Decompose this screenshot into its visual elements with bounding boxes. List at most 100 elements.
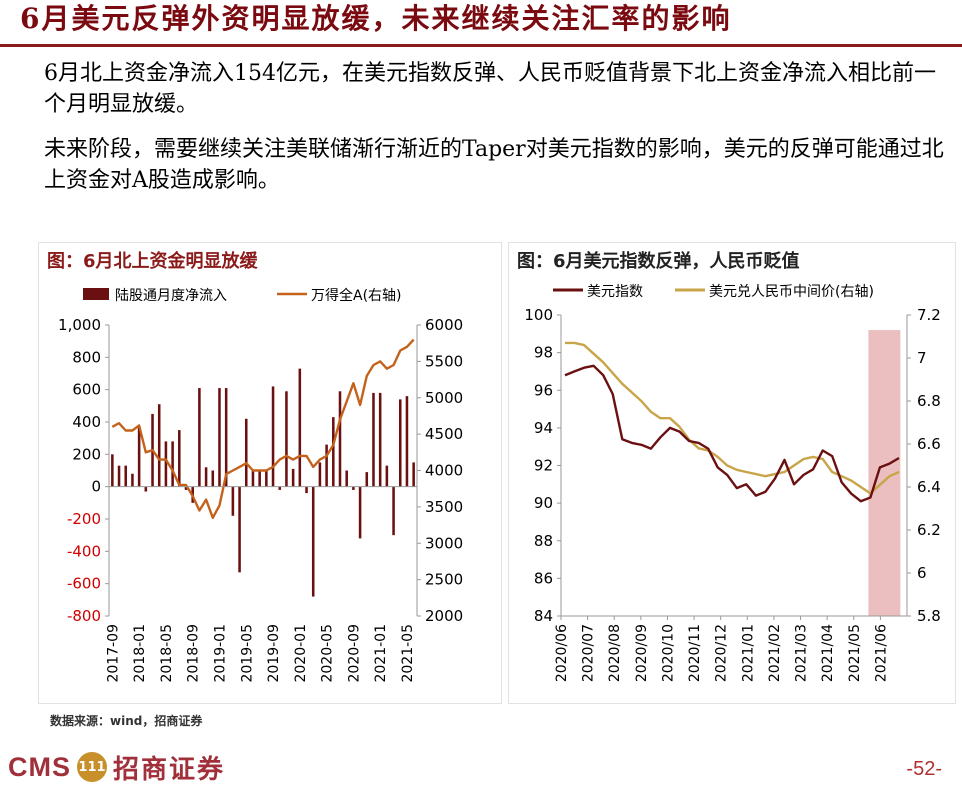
right-tick-label: 5500: [425, 352, 463, 370]
flow-bar: [231, 486, 235, 516]
flow-bar: [251, 470, 255, 487]
flow-bar: [372, 392, 375, 487]
x-tick-label: 2020-05: [320, 624, 336, 683]
flow-bar: [117, 465, 121, 487]
left-tick-label: 200: [72, 445, 101, 463]
left-tick-label: 88: [534, 532, 553, 550]
right-tick-label: 2500: [425, 571, 463, 589]
paragraph-outlook: 未来阶段，需要继续关注美联储渐行渐近的Taper对美元指数的影响，美元的反弹可能…: [44, 137, 944, 193]
x-tick-label: 2021/04: [820, 624, 836, 682]
left-tick-label: 92: [534, 457, 553, 475]
left-tick-label: 98: [534, 344, 553, 362]
flow-bar: [365, 472, 369, 487]
left-tick-label: 1,000: [58, 316, 101, 334]
flow-bar: [285, 391, 288, 487]
x-tick-label: 2021/01: [740, 624, 756, 682]
flow-bar: [218, 388, 221, 487]
flow-bar: [378, 392, 382, 487]
flow-bar: [204, 467, 208, 487]
x-tick-label: 2021/05: [847, 624, 863, 682]
x-tick-label: 2021-01: [373, 624, 389, 683]
x-tick-label: 2018-05: [159, 624, 175, 683]
legend-swatch-bar: [83, 288, 109, 300]
flow-bar: [224, 388, 228, 487]
right-tick-label: 5000: [425, 389, 463, 407]
flow-bar: [305, 486, 308, 494]
flow-bar: [238, 486, 241, 573]
x-tick-label: 2020-09: [346, 624, 362, 683]
right-tick-label: 6.2: [917, 521, 941, 539]
right-tick-label: 6: [917, 564, 927, 582]
left-tick-label: 600: [72, 381, 101, 399]
flow-bar: [178, 430, 181, 487]
flow-bar: [358, 486, 362, 539]
right-tick-label: 3500: [425, 498, 463, 516]
x-tick-label: 2021/06: [873, 624, 889, 682]
x-tick-label: 2018-01: [132, 624, 148, 683]
chart-title-usd: 图：6月美元指数反弹，人民币贬值: [517, 251, 800, 272]
x-tick-label: 2021/03: [794, 624, 810, 682]
logo-cms-text: CMS: [8, 751, 71, 782]
usdcny-line: [565, 341, 900, 495]
flow-bar: [398, 399, 402, 487]
right-tick-label: 6.8: [917, 392, 941, 410]
flow-bar: [405, 396, 409, 487]
left-tick-label: 800: [72, 348, 101, 366]
x-tick-label: 2020/07: [581, 624, 597, 682]
right-tick-label: 7: [917, 349, 927, 367]
flow-bar: [244, 418, 248, 487]
chart-title-northbound: 图：6月北上资金明显放缓: [47, 251, 258, 272]
flow-bar: [352, 486, 355, 490]
right-tick-label: 7.2: [917, 306, 941, 324]
left-tick-label: -200: [67, 510, 101, 528]
paragraph-northbound-flow: 6月北上资金净流入154亿元，在美元指数反弹、人民币贬值背景下北上资金净流入相比…: [44, 61, 936, 117]
company-logo: CMS 111 招商证券: [8, 748, 225, 786]
x-tick-label: 2020/09: [634, 624, 650, 682]
flow-bar: [144, 486, 148, 492]
flow-bar: [184, 486, 188, 490]
x-tick-label: 2020/08: [607, 624, 623, 682]
left-tick-label: 94: [534, 419, 553, 437]
legend-label-usd: 美元指数: [587, 284, 643, 300]
right-tick-label: 6.6: [917, 435, 941, 453]
legend-label-bar: 陆股通月度净流入: [115, 288, 227, 304]
right-tick-label: 3000: [425, 534, 463, 552]
x-tick-label: 2017-09: [105, 624, 121, 683]
right-tick-label: 6.4: [917, 478, 941, 496]
flow-bar: [332, 417, 335, 487]
x-tick-label: 2021-05: [400, 624, 416, 683]
flow-bar: [291, 468, 295, 487]
x-tick-label: 2021/02: [767, 624, 783, 682]
left-tick-label: 86: [534, 569, 553, 587]
x-tick-label: 2018-09: [186, 624, 202, 683]
right-tick-label: 4000: [425, 462, 463, 480]
flow-bar: [392, 486, 395, 536]
right-tick-label: 6000: [425, 316, 463, 334]
flow-bar: [124, 465, 128, 487]
chart-panel-northbound: 图：6月北上资金明显放缓 陆股通月度净流入 万得全A(右轴) 1,000 800 6…: [38, 242, 502, 704]
x-tick-label: 2020/06: [554, 624, 570, 682]
left-tick-label: 400: [72, 413, 101, 431]
flow-bar: [271, 386, 275, 487]
x-tick-label: 2019-09: [266, 624, 282, 683]
page-number: -52-: [906, 758, 942, 780]
x-tick-label: 2020/11: [687, 624, 703, 682]
flow-bar: [412, 462, 415, 487]
left-tick-label: -400: [67, 542, 101, 560]
flow-bar: [131, 473, 134, 487]
title-divider: [0, 44, 962, 47]
right-tick-label: 2000: [425, 607, 463, 625]
flow-bar: [318, 462, 322, 487]
right-tick-label: 5.8: [917, 607, 941, 625]
flow-bar: [171, 441, 174, 487]
flow-bar: [385, 465, 389, 487]
flow-bar: [338, 391, 342, 487]
legend-label-line: 万得全A(右轴): [311, 287, 402, 304]
flow-bar: [311, 486, 315, 597]
legend-label-cny: 美元兑人民币中间价(右轴): [709, 284, 874, 300]
flow-bar: [111, 454, 114, 487]
flow-bar: [325, 444, 328, 487]
left-tick-label: 96: [534, 381, 553, 399]
flow-bar: [137, 426, 141, 487]
logo-chinese-name: 招商证券: [113, 754, 226, 785]
